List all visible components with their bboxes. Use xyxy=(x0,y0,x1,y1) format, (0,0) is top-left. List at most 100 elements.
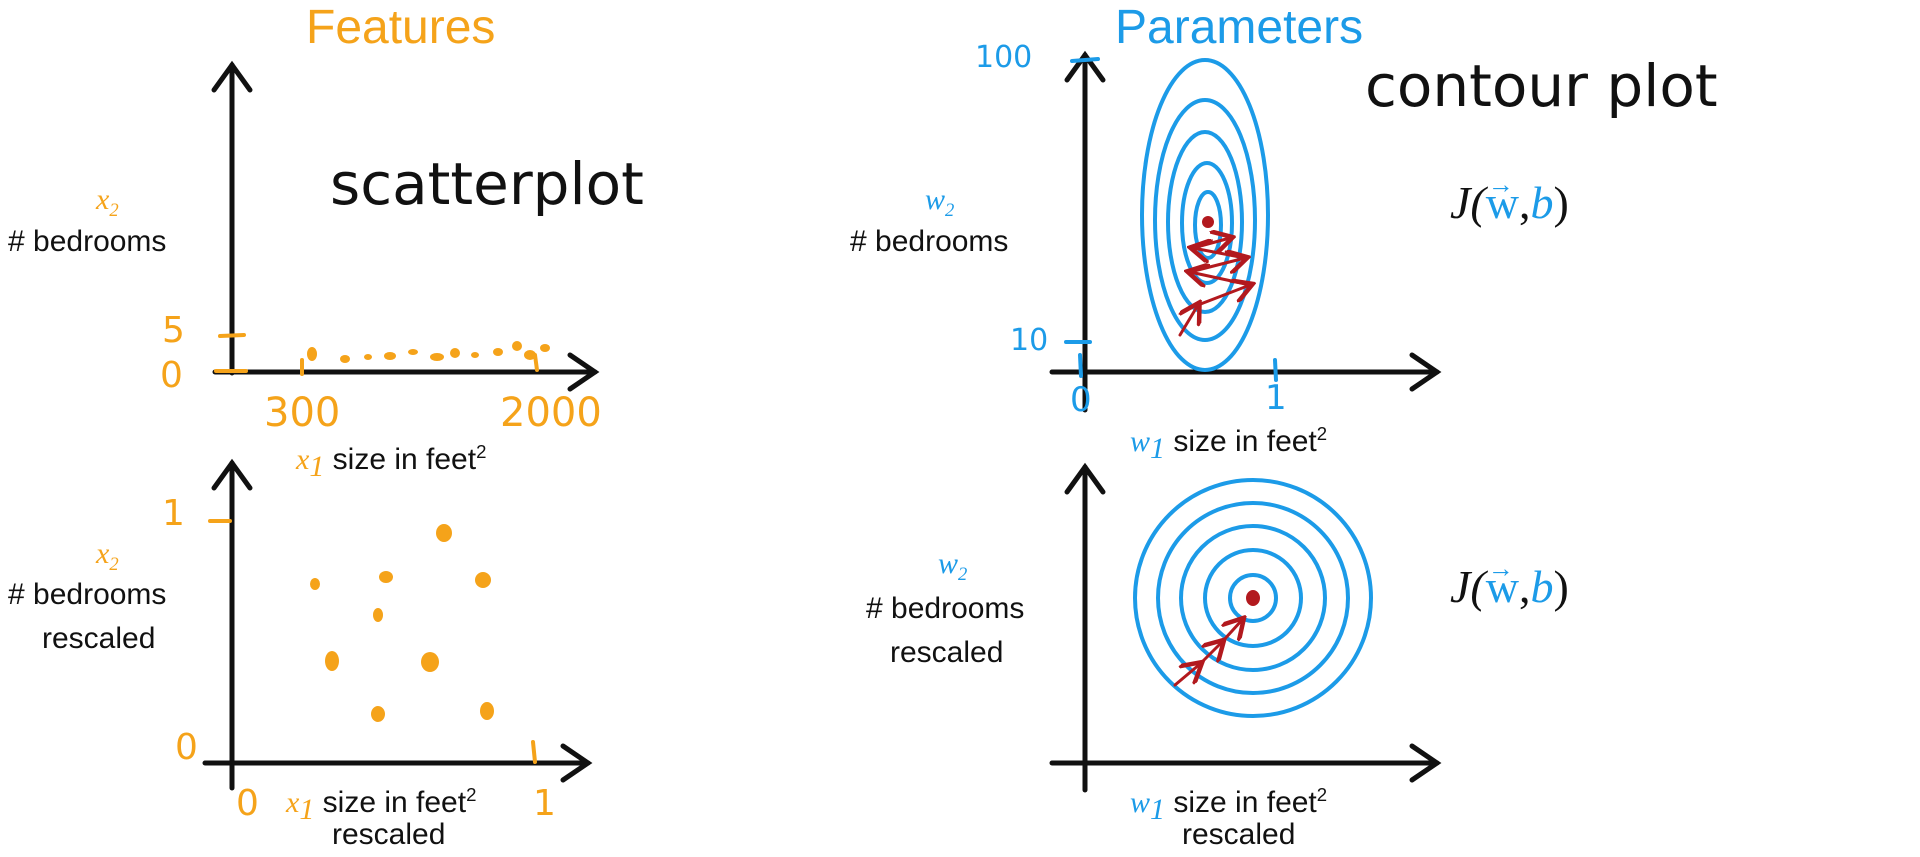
features-top-axes xyxy=(211,60,600,392)
parameters-top-y-arrowhead xyxy=(1064,50,1106,83)
contour-circle xyxy=(1203,548,1303,648)
features-top-y-tick-5: 5 xyxy=(162,310,185,351)
parameters-top-x-tick-1: 1 xyxy=(1265,378,1287,418)
parameters-bottom-y-var: w2 xyxy=(938,547,967,586)
parameters-bottom-x-label-line2: rescaled xyxy=(1182,818,1296,851)
parameters-bottom-x-text: size in feet xyxy=(1173,786,1317,819)
parameters-top-x-tick-0: 0 xyxy=(1070,380,1092,420)
features-top-y-label: # bedrooms xyxy=(8,225,167,258)
features-bottom-y-label-line2: rescaled xyxy=(42,622,156,655)
parameters-top-y-var-sub: 2 xyxy=(945,200,955,221)
contour-circle xyxy=(1228,573,1278,623)
parameters-bottom-contours xyxy=(1133,478,1373,718)
data-point xyxy=(430,353,444,361)
parameters-bottom-y-label-line2: rescaled xyxy=(890,636,1004,669)
parameters-bottom-x-arrowhead xyxy=(1409,743,1442,783)
data-point xyxy=(471,352,479,358)
parameters-top-y-tick-10: 10 xyxy=(1010,323,1049,358)
parameters-bottom-cost-function: J(w → ,b) xyxy=(1450,554,1569,613)
parameters-bottom-y-label-line1: # bedrooms xyxy=(866,592,1025,625)
contour-ellipse xyxy=(1140,58,1270,372)
parameters-top-annotation: contour plot xyxy=(1365,52,1718,120)
parameters-top-x-var-sub: 1 xyxy=(1150,432,1166,465)
features-bottom-y-arrowhead xyxy=(211,458,253,491)
vector-arrow-icon: → xyxy=(1487,554,1514,583)
features-top-x-tick-2000: 2000 xyxy=(500,390,602,436)
data-point xyxy=(408,349,418,355)
parameters-top-y-var: w2 xyxy=(925,183,954,222)
features-bottom-x-var-sub: 1 xyxy=(299,793,315,826)
contour-circle xyxy=(1133,478,1373,718)
contour-circle xyxy=(1179,524,1327,672)
features-top-x-arrowhead xyxy=(567,352,600,392)
data-point xyxy=(421,652,439,672)
parameters-bottom-y-var-letter: w xyxy=(938,547,959,580)
cost-w-vector: w → xyxy=(1486,170,1519,229)
parameters-top-ticks xyxy=(1064,57,1278,382)
parameters-top-minimum xyxy=(1202,216,1214,228)
cost-close: ) xyxy=(1553,177,1569,228)
contour-circle xyxy=(1156,501,1350,695)
features-bottom-x-tick-0: 0 xyxy=(236,783,259,824)
features-top-x-var-sub: 1 xyxy=(309,450,325,483)
parameters-top-x-sup: 2 xyxy=(1316,423,1328,444)
parameters-top-y-label: # bedrooms xyxy=(850,225,1009,258)
cost-close: ) xyxy=(1553,561,1569,612)
data-point xyxy=(340,355,350,363)
features-bottom-points xyxy=(310,524,494,722)
parameters-bottom-y-arrowhead xyxy=(1064,462,1106,495)
features-bottom-y-var: x2 xyxy=(96,537,119,576)
parameters-bottom-x-label-line1: w1 size in feet2 xyxy=(1130,773,1327,832)
features-bottom-x-var: x xyxy=(286,786,300,819)
parameters-top-contours xyxy=(1140,58,1270,372)
features-bottom-x-text: size in feet xyxy=(322,786,467,819)
features-bottom-y-var-sub: 2 xyxy=(109,554,119,575)
data-point xyxy=(450,348,460,358)
features-top-x-sup: 2 xyxy=(476,441,487,462)
features-bottom-x-arrowhead xyxy=(560,743,593,783)
features-bottom-x-sup: 2 xyxy=(466,784,477,805)
data-point xyxy=(373,608,383,622)
features-top-y-var-letter: x xyxy=(96,183,110,216)
data-point xyxy=(493,348,503,356)
cost-b: b xyxy=(1530,561,1554,612)
features-bottom-y-tick-1: 1 xyxy=(162,493,185,534)
vector-arrow-icon: → xyxy=(1487,170,1514,199)
cost-J: J( xyxy=(1450,561,1486,612)
features-bottom-x-tick-1: 1 xyxy=(533,783,556,824)
features-bottom-ticks xyxy=(208,519,537,764)
data-point xyxy=(475,572,491,588)
data-point xyxy=(307,347,317,361)
features-bottom-x-label-line2: rescaled xyxy=(332,818,446,851)
features-top-y-var: x2 xyxy=(96,183,119,222)
parameters-top-axes xyxy=(1049,50,1442,413)
features-bottom-y-var-letter: x xyxy=(96,537,110,570)
features-top-x-label: x1 size in feet2 xyxy=(296,430,486,489)
features-top-y-arrowhead xyxy=(211,60,253,93)
data-point xyxy=(512,341,522,351)
features-bottom-y-tick-0: 0 xyxy=(175,727,198,768)
parameters-top-descent-path xyxy=(1180,238,1250,337)
cost-w-vector: w → xyxy=(1486,554,1519,613)
data-point xyxy=(480,702,494,720)
parameters-bottom-axes xyxy=(1049,462,1442,793)
cost-J: J( xyxy=(1450,177,1486,228)
features-title: Features xyxy=(306,1,496,54)
features-top-x-var: x xyxy=(296,443,310,476)
parameters-title: Parameters xyxy=(1115,1,1364,54)
parameters-bottom-x-sup: 2 xyxy=(1316,784,1328,805)
parameters-top-x-arrowhead xyxy=(1409,352,1442,392)
features-top-ticks xyxy=(214,333,539,376)
parameters-top-x-text: size in feet xyxy=(1173,425,1317,458)
parameters-bottom-descent-path xyxy=(1173,620,1242,687)
contour-ellipse xyxy=(1166,130,1244,314)
features-bottom-axes xyxy=(202,458,593,791)
data-point xyxy=(310,578,320,590)
parameters-bottom-minimum xyxy=(1246,590,1260,606)
features-top-points xyxy=(307,341,550,363)
parameters-top-y-var-letter: w xyxy=(925,183,946,216)
cost-b: b xyxy=(1530,177,1554,228)
parameters-bottom-y-var-sub: 2 xyxy=(958,564,968,585)
data-point xyxy=(371,706,385,722)
